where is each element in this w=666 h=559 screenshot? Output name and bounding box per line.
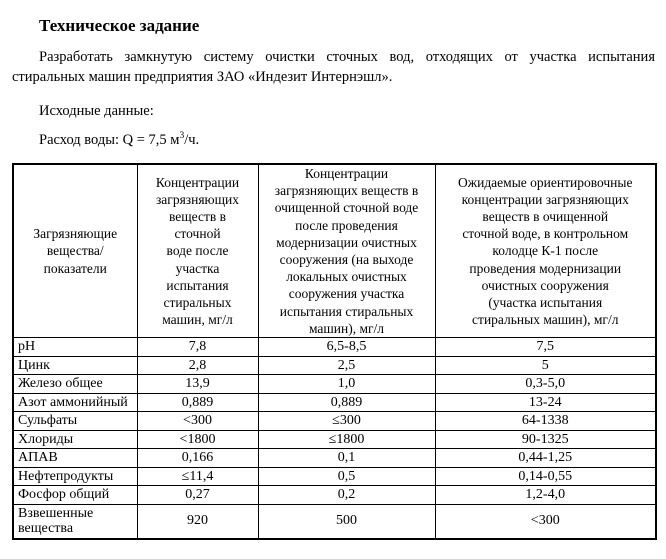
value-cell: 7,8 (136, 337, 259, 357)
value-cell: 1,2-4,0 (434, 485, 657, 505)
value-cell: 6,5-8,5 (257, 337, 436, 357)
task-description: Разработать замкнутую систему очистки ст… (12, 49, 655, 85)
substance-cell: pH (12, 337, 138, 357)
header-substances: Загрязняющие вещества/ показатели (12, 163, 138, 339)
flow-rate-prefix: Расход воды: Q = 7,5 м (39, 132, 180, 148)
flow-rate-line: Расход воды: Q = 7,5 м3/ч. (12, 130, 655, 150)
value-cell: 920 (136, 503, 259, 540)
table-row: pH 7,8 6,5-8,5 7,5 (12, 337, 657, 357)
substance-cell: Хлориды (12, 429, 138, 450)
value-cell: ≤1800 (257, 429, 436, 450)
value-cell: 0,1 (257, 448, 436, 468)
flow-rate-superscript: 3 (179, 131, 185, 142)
value-cell: 2,5 (257, 355, 436, 376)
value-cell: 0,14-0,55 (434, 466, 657, 487)
value-cell: 0,2 (257, 485, 436, 505)
page-title: Техническое задание (39, 16, 200, 35)
table-row: Взвешенные вещества 920 500 <300 (12, 503, 657, 540)
header-concentration-treated: Концентрации загрязняющих веществ в очищ… (257, 163, 436, 339)
table-header-row: Загрязняющие вещества/ показатели Концен… (12, 163, 657, 339)
substance-cell: Взвешенные вещества (12, 503, 138, 540)
table-row: Сульфаты <300 ≤300 64-1338 (12, 411, 657, 431)
substance-cell: Азот аммонийный (12, 392, 138, 413)
flow-rate-suffix: /ч. (184, 132, 200, 148)
value-cell: 2,8 (136, 355, 259, 376)
table-row: Цинк 2,8 2,5 5 (12, 355, 657, 376)
value-cell: ≤11,4 (136, 466, 259, 487)
value-cell: 13,9 (136, 374, 259, 394)
initial-data-label: Исходные данные: (39, 103, 154, 119)
value-cell: <300 (434, 503, 657, 540)
value-cell: 0,166 (136, 448, 259, 468)
table-row: Азот аммонийный 0,889 0,889 13-24 (12, 392, 657, 413)
value-cell: 13-24 (434, 392, 657, 413)
document-page: Техническое задание Разработать замкнуту… (12, 16, 657, 540)
value-cell: <300 (136, 411, 259, 431)
value-cell: 0,889 (257, 392, 436, 413)
substance-cell: Фосфор общий (12, 485, 138, 505)
value-cell: 64-1338 (434, 411, 657, 431)
substance-cell: Нефтепродукты (12, 466, 138, 487)
value-cell: 0,5 (257, 466, 436, 487)
value-cell: <1800 (136, 429, 259, 450)
substance-cell: Сульфаты (12, 411, 138, 431)
substance-cell: Цинк (12, 355, 138, 376)
value-cell: 0,44-1,25 (434, 448, 657, 468)
header-concentration-raw: Концентрации загрязняющих веществ в сточ… (136, 163, 259, 339)
pollutants-table: Загрязняющие вещества/ показатели Концен… (12, 163, 657, 540)
value-cell: 0,3-5,0 (434, 374, 657, 394)
value-cell: 500 (257, 503, 436, 540)
value-cell: 5 (434, 355, 657, 376)
value-cell: 0,889 (136, 392, 259, 413)
substance-cell: Железо общее (12, 374, 138, 394)
value-cell: ≤300 (257, 411, 436, 431)
table-row: Железо общее 13,9 1,0 0,3-5,0 (12, 374, 657, 394)
value-cell: 7,5 (434, 337, 657, 357)
table-row: Хлориды <1800 ≤1800 90-1325 (12, 429, 657, 450)
value-cell: 0,27 (136, 485, 259, 505)
substance-cell: АПАВ (12, 448, 138, 468)
value-cell: 1,0 (257, 374, 436, 394)
table-row: Нефтепродукты ≤11,4 0,5 0,14-0,55 (12, 466, 657, 487)
table-row: АПАВ 0,166 0,1 0,44-1,25 (12, 448, 657, 468)
table-row: Фосфор общий 0,27 0,2 1,2-4,0 (12, 485, 657, 505)
header-concentration-expected: Ожидаемые ориентировочные концентрации з… (434, 163, 657, 339)
value-cell: 90-1325 (434, 429, 657, 450)
